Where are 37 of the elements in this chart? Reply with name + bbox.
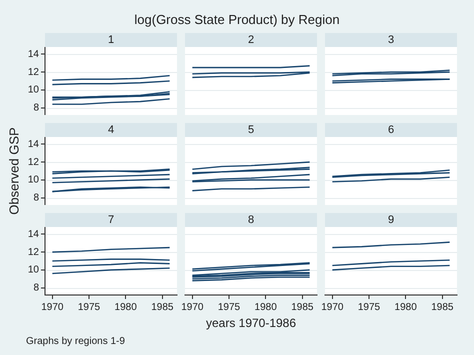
x-tick-label: 1980 [114, 302, 138, 313]
chart-title: 6 [325, 123, 457, 137]
y-tick-label: 12 [28, 246, 40, 258]
chart-title: 5 [185, 123, 317, 137]
text: Graphs by regions 1-9 [26, 336, 126, 347]
chart-title: 4 [45, 123, 177, 137]
x-tick-label: 1970 [321, 302, 344, 313]
chart-title: 9 [325, 213, 457, 227]
y-tick-label: 8 [33, 282, 40, 294]
chart-title: 1 [45, 33, 177, 47]
chart-title: 3 [325, 33, 457, 47]
y-axis-title: Observed GSP [6, 127, 22, 215]
text: log(Gross State Product) by Region [133, 12, 341, 27]
x-tick-label: 1970 [181, 302, 204, 313]
y-tick-label: 8 [33, 192, 40, 204]
y-tick-label: 10 [28, 264, 40, 276]
chart-title: 7 [45, 213, 177, 227]
y-tick-label: 12 [28, 66, 40, 78]
y-tick-label: 10 [28, 174, 40, 186]
y-tick-label: 14 [28, 48, 40, 60]
x-tick-label: 1970 [41, 302, 64, 313]
x-tick-label: 1985 [151, 302, 174, 313]
chart-title: 8 [185, 213, 317, 227]
x-tick-label: 1980 [394, 302, 418, 313]
chart-title: 2 [185, 33, 317, 47]
x-axis-title: years 1970-1986 [206, 316, 296, 330]
y-tick-label: 10 [28, 84, 40, 96]
x-tick-label: 1980 [254, 302, 278, 313]
y-tick-label: 8 [33, 102, 40, 114]
x-tick-label: 1975 [218, 302, 241, 313]
x-tick-label: 1985 [431, 302, 454, 313]
y-tick-label: 14 [28, 138, 40, 150]
x-tick-label: 1975 [358, 302, 381, 313]
y-tick-label: 14 [28, 228, 40, 240]
y-tick-label: 12 [28, 156, 40, 168]
x-tick-label: 1975 [78, 302, 101, 313]
x-tick-label: 1985 [291, 302, 314, 313]
